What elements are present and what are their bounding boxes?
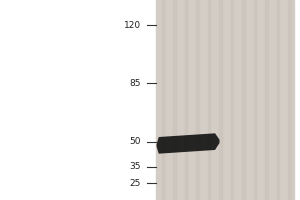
Text: 35: 35 [130,162,141,171]
Bar [196,0,199,200]
Bar [219,0,222,200]
Bar [156,0,294,200]
Bar [242,0,245,200]
Text: 85: 85 [130,79,141,88]
Text: 25: 25 [130,179,141,188]
Bar [208,0,210,200]
Text: 50: 50 [130,137,141,146]
Bar [277,0,279,200]
Bar [231,0,233,200]
Bar [265,0,268,200]
Text: 120: 120 [124,21,141,29]
Bar [173,0,176,200]
Bar [185,0,187,200]
Bar [288,0,291,200]
Bar [254,0,256,200]
Bar [162,0,164,200]
